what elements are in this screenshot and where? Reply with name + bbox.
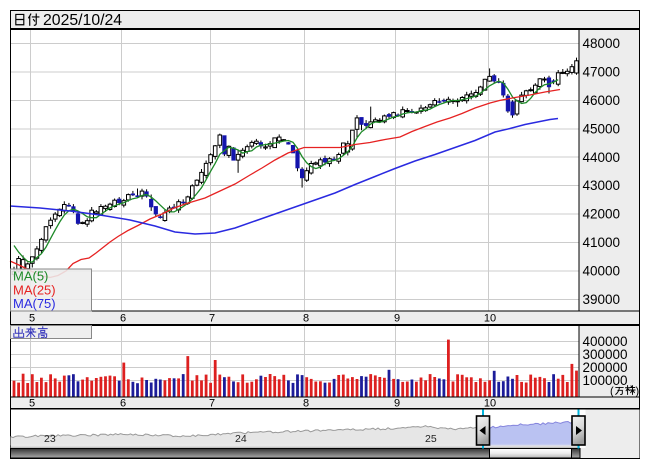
svg-text:10: 10 bbox=[484, 313, 496, 325]
svg-text:25: 25 bbox=[425, 433, 437, 445]
svg-text:7: 7 bbox=[209, 398, 215, 410]
svg-text:9: 9 bbox=[394, 398, 400, 410]
svg-text:42000: 42000 bbox=[583, 207, 621, 222]
svg-text:5: 5 bbox=[29, 313, 35, 325]
svg-text:24: 24 bbox=[235, 433, 247, 445]
svg-text:8: 8 bbox=[303, 313, 309, 325]
svg-text:5: 5 bbox=[29, 398, 35, 410]
svg-text:10: 10 bbox=[484, 398, 496, 410]
svg-text:41000: 41000 bbox=[583, 235, 621, 250]
svg-text:45000: 45000 bbox=[583, 121, 621, 136]
svg-text:400000: 400000 bbox=[583, 334, 628, 349]
svg-text:100000: 100000 bbox=[583, 373, 628, 388]
svg-text:46000: 46000 bbox=[583, 93, 621, 108]
svg-text:9: 9 bbox=[394, 313, 400, 325]
svg-text:48000: 48000 bbox=[583, 36, 621, 51]
svg-text:23: 23 bbox=[44, 433, 56, 445]
svg-text:40000: 40000 bbox=[583, 264, 621, 279]
svg-text:MA(5): MA(5) bbox=[13, 269, 48, 284]
svg-text:6: 6 bbox=[120, 398, 126, 410]
svg-text:6: 6 bbox=[120, 313, 126, 325]
svg-text:): ) bbox=[636, 386, 640, 398]
svg-text:300000: 300000 bbox=[583, 347, 628, 362]
svg-text:39000: 39000 bbox=[583, 292, 621, 307]
svg-text:2025/10/24: 2025/10/24 bbox=[43, 12, 122, 29]
svg-text:44000: 44000 bbox=[583, 150, 621, 165]
svg-text:43000: 43000 bbox=[583, 178, 621, 193]
svg-text:MA(25): MA(25) bbox=[13, 283, 56, 298]
svg-text:200000: 200000 bbox=[583, 360, 628, 375]
svg-text:(: ( bbox=[610, 386, 614, 398]
svg-text:7: 7 bbox=[209, 313, 215, 325]
svg-text:8: 8 bbox=[303, 398, 309, 410]
svg-text:MA(75): MA(75) bbox=[13, 296, 56, 311]
svg-text:47000: 47000 bbox=[583, 64, 621, 79]
